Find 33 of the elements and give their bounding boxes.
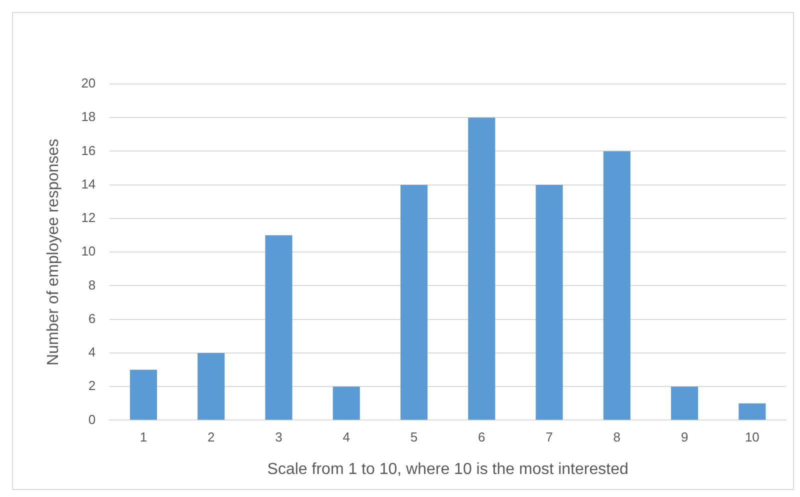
y-tick-label: 18 <box>81 109 96 124</box>
y-tick-label: 10 <box>81 244 96 259</box>
x-tick-label: 9 <box>680 430 688 445</box>
y-tick-label: 14 <box>81 176 96 192</box>
y-tick-label: 6 <box>88 310 96 326</box>
x-tick-label: 4 <box>342 430 350 445</box>
bar <box>468 118 496 420</box>
y-tick-label: 4 <box>88 344 96 360</box>
bar <box>738 403 766 420</box>
bar <box>671 386 698 420</box>
x-tick-label: 6 <box>478 430 486 445</box>
x-tick-label: 8 <box>613 430 621 445</box>
y-axis-title: Number of employee responses <box>45 138 62 366</box>
y-tick-label: 2 <box>88 378 96 394</box>
y-tick-label: 0 <box>88 412 96 427</box>
bar <box>130 370 158 420</box>
y-tick-label: 12 <box>81 210 96 226</box>
bar <box>603 151 630 420</box>
bar <box>400 184 428 420</box>
bar <box>265 235 292 420</box>
y-tick-label: 16 <box>81 142 96 158</box>
y-tick-label: 20 <box>81 76 96 91</box>
x-tick-label: 2 <box>207 430 215 445</box>
x-tick-label: 3 <box>275 430 282 445</box>
x-tick-label: 1 <box>140 430 148 445</box>
x-axis-title: Scale from 1 to 10, where 10 is the most interested <box>267 460 628 478</box>
x-tick-label: 5 <box>410 430 418 445</box>
bar <box>198 352 225 420</box>
bar <box>332 386 360 420</box>
bar <box>536 184 563 420</box>
x-tick-label: 10 <box>744 430 760 445</box>
x-tick-label: 7 <box>546 430 553 445</box>
y-tick-label: 8 <box>88 277 96 292</box>
